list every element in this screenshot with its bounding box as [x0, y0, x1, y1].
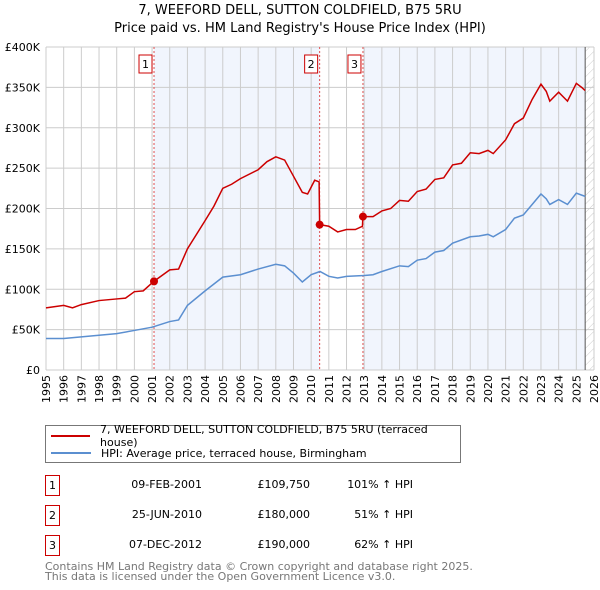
- x-tick-label: 2011: [323, 375, 336, 403]
- x-tick-label: 1997: [75, 375, 88, 403]
- x-tick-label: 2023: [535, 375, 548, 403]
- x-tick-label: 2022: [517, 375, 530, 403]
- y-tick-label: £250K: [5, 162, 41, 175]
- sale-point: [315, 220, 324, 229]
- chart-title: 7, WEEFORD DELL, SUTTON COLDFIELD, B75 5…: [138, 3, 462, 18]
- x-tick-label: 2015: [394, 375, 407, 403]
- property-line: [45, 82, 586, 309]
- hpi-line: [46, 192, 586, 340]
- sale-price: £180,000: [257, 508, 311, 521]
- chart-subtitle: Price paid vs. HM Land Registry's House …: [114, 21, 486, 36]
- sale-date: 25-JUN-2010: [131, 508, 202, 521]
- sale-label: 1: [142, 58, 149, 71]
- sale-date: 09-FEB-2001: [131, 478, 202, 491]
- x-tick-label: 2014: [376, 375, 389, 403]
- x-tick-label: 2018: [447, 375, 460, 403]
- legend-swatch: [51, 452, 91, 454]
- sale-row: 3 07-DEC-2012 £190,000 62% ↑ HPI: [45, 535, 465, 556]
- x-tick-label: 2012: [341, 375, 354, 403]
- y-tick-label: £300K: [5, 122, 41, 135]
- sale-date: 07-DEC-2012: [128, 538, 202, 551]
- x-tick-label: 2019: [464, 375, 477, 403]
- x-tick-label: 2026: [588, 375, 600, 403]
- sale-row: 1 09-FEB-2001 £109,750 101% ↑ HPI: [45, 475, 465, 496]
- x-tick-label: 1996: [58, 375, 71, 403]
- x-tick-label: 2007: [252, 375, 265, 403]
- sale-hpi: 51% ↑ HPI: [354, 508, 413, 521]
- y-tick-label: £0: [26, 364, 40, 377]
- sale-marker: 3: [45, 535, 60, 556]
- x-tick-label: 2021: [500, 375, 513, 403]
- sale-label-box: [304, 54, 319, 74]
- x-tick-label: 2003: [181, 375, 194, 403]
- x-tick-label: 1995: [40, 375, 53, 403]
- y-tick-label: £400K: [5, 41, 41, 54]
- x-tick-label: 2005: [217, 375, 230, 403]
- x-tick-label: 2013: [358, 375, 371, 403]
- sale-label: 3: [351, 58, 358, 71]
- sale-hpi: 62% ↑ HPI: [354, 538, 413, 551]
- sale-point: [150, 277, 159, 286]
- legend-item-hpi: HPI: Average price, terraced house, Birm…: [51, 446, 367, 460]
- legend-item-property: 7, WEEFORD DELL, SUTTON COLDFIELD, B75 5…: [51, 423, 460, 449]
- y-tick-label: £50K: [12, 324, 41, 337]
- x-tick-label: 1999: [111, 375, 124, 403]
- x-tick-label: 2009: [287, 375, 300, 403]
- x-tick-label: 2024: [553, 375, 566, 403]
- sale-label-box: [347, 54, 362, 74]
- y-tick-label: £100K: [5, 283, 41, 296]
- sale-label-box: [138, 54, 153, 74]
- legend-label: 7, WEEFORD DELL, SUTTON COLDFIELD, B75 5…: [100, 423, 428, 449]
- y-tick-label: £350K: [5, 81, 41, 94]
- x-tick-label: 2020: [482, 375, 495, 403]
- x-tick-label: 2002: [164, 375, 177, 403]
- y-tick-label: £150K: [5, 243, 41, 256]
- sale-price: £190,000: [257, 538, 311, 551]
- x-tick-label: 2008: [270, 375, 283, 403]
- sale-hpi: 101% ↑ HPI: [347, 478, 413, 491]
- x-tick-label: 2017: [429, 375, 442, 403]
- sale-marker: 2: [45, 505, 60, 526]
- x-tick-label: 2016: [411, 375, 424, 403]
- x-tick-label: 2000: [128, 375, 141, 403]
- x-tick-label: 2006: [234, 375, 247, 403]
- sale-point: [358, 212, 367, 221]
- sale-price: £109,750: [257, 478, 311, 491]
- x-tick-label: 2004: [199, 375, 212, 403]
- x-tick-label: 2001: [146, 375, 159, 403]
- x-tick-label: 1998: [93, 375, 106, 403]
- footer-line: Contains HM Land Registry data © Crown c…: [45, 560, 473, 573]
- sale-label: 2: [308, 58, 315, 71]
- price-chart: 1995 1996 1997 1998 1999 2000 2001 2002 2003 2004…: [5, 41, 600, 403]
- sale-marker: 1: [45, 475, 60, 496]
- x-tick-label: 2010: [305, 375, 318, 403]
- y-tick-label: £200K: [5, 203, 41, 216]
- legend: 7, WEEFORD DELL, SUTTON COLDFIELD, B75 5…: [45, 423, 461, 463]
- sale-row: 2 25-JUN-2010 £180,000 51% ↑ HPI: [45, 505, 465, 526]
- footer-line: This data is licensed under the Open Gov…: [45, 570, 396, 583]
- x-tick-label: 2025: [570, 375, 583, 403]
- legend-label: HPI: Average price, terraced house, Birm…: [101, 446, 367, 460]
- legend-swatch: [51, 435, 91, 437]
